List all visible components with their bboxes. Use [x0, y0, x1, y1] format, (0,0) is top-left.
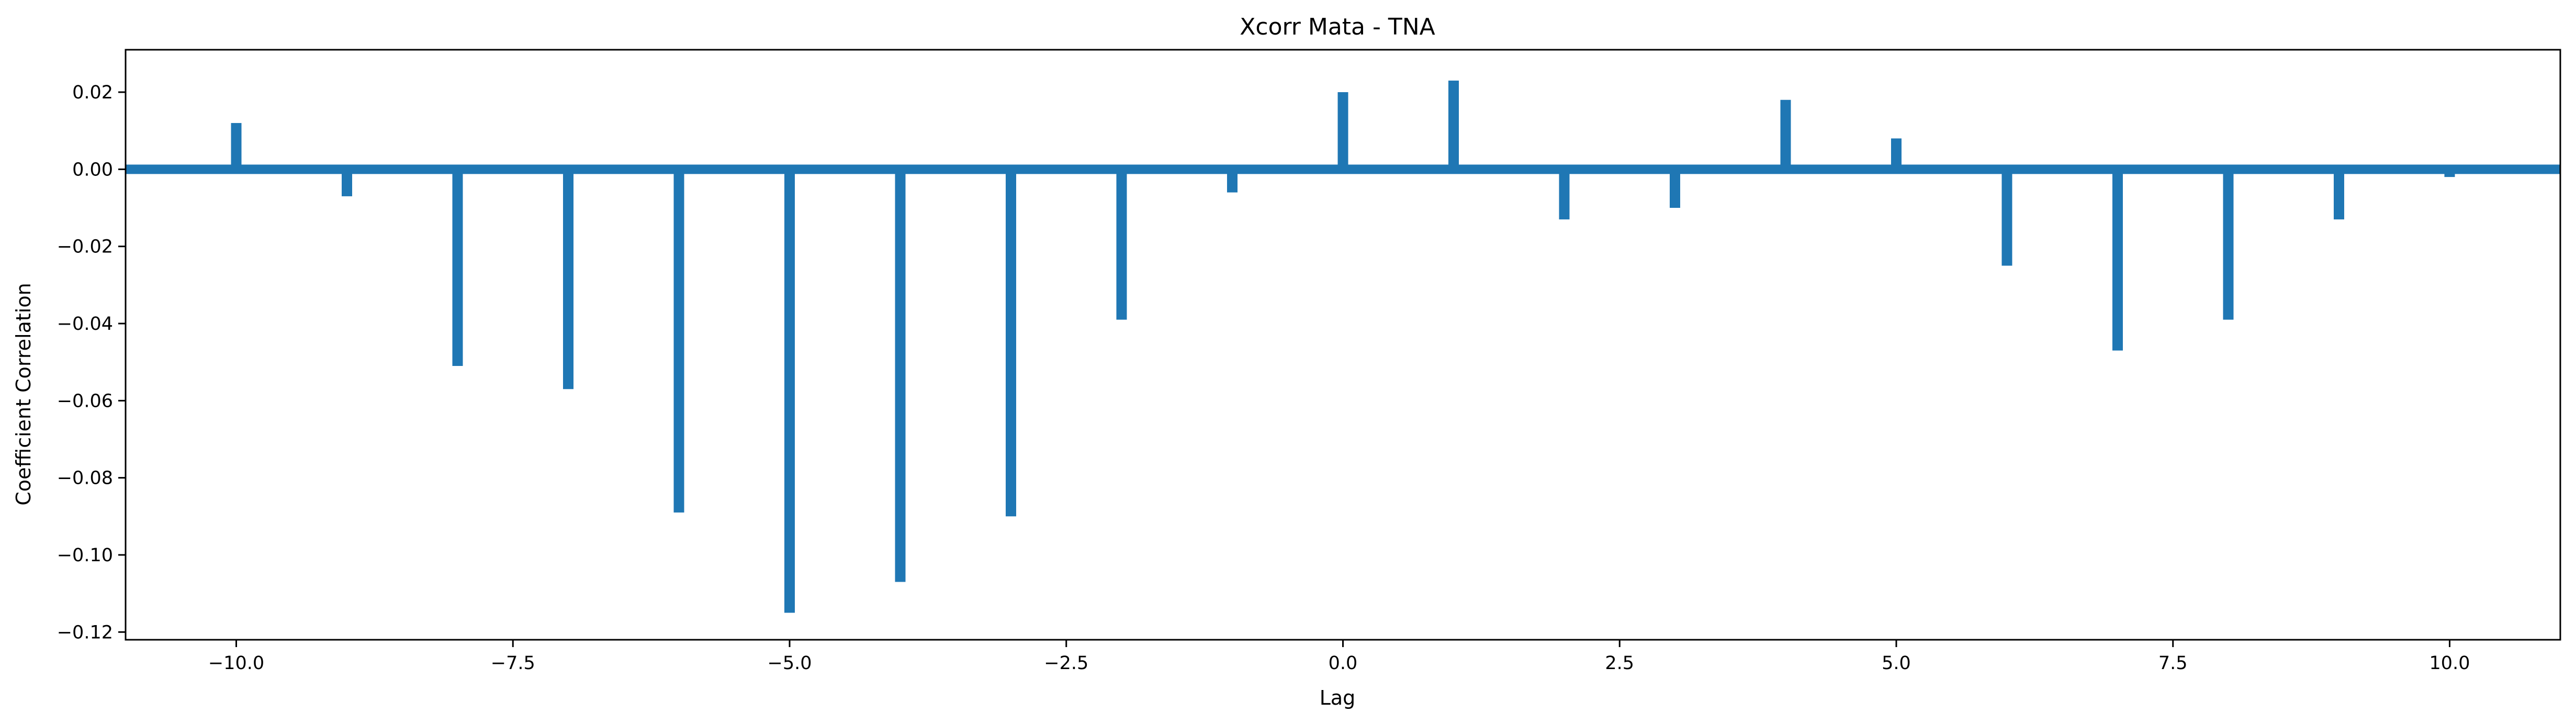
x-tick-label: −2.5 [1044, 653, 1088, 674]
x-tick-label: 2.5 [1605, 653, 1634, 674]
y-tick-label: 0.02 [72, 82, 113, 103]
bar-lag-6 [2001, 169, 2012, 266]
x-ticks-group: −10.0 −7.5 −5.0 −2.5 0.0 2.5 5.0 7.5 10.0 [208, 640, 2470, 674]
bar-lag--5 [784, 169, 795, 613]
y-tick-label: −0.10 [57, 545, 113, 566]
bar-lag-5 [1891, 138, 1902, 170]
bar-lag-3 [1670, 169, 1680, 208]
x-axis-label: Lag [1320, 686, 1356, 709]
x-tick-label: 0.0 [1329, 653, 1358, 674]
plot-frame [125, 49, 2561, 641]
bar-lag--6 [673, 169, 684, 513]
bar-lag-1 [1448, 80, 1459, 170]
bar-lag--7 [563, 169, 573, 390]
bar-lag--9 [342, 169, 352, 196]
x-tick-label: −10.0 [208, 653, 264, 674]
x-tick-label: −7.5 [491, 653, 535, 674]
bar-lag--3 [1006, 169, 1016, 517]
bar-lag-9 [2334, 169, 2344, 220]
y-ticks-group: 0.02 0.00 −0.02 −0.04 −0.06 −0.08 −0.10 −0.12 [57, 82, 126, 643]
bar-lag-2 [1559, 169, 1570, 220]
bar-lag--1 [1227, 169, 1238, 193]
y-tick-label: −0.12 [57, 622, 113, 643]
bars-group [231, 80, 2455, 613]
bar-lag--4 [895, 169, 906, 582]
x-tick-label: −5.0 [768, 653, 812, 674]
x-tick-label: 5.0 [1882, 653, 1911, 674]
y-tick-label: −0.02 [57, 237, 113, 258]
bar-lag--10 [231, 123, 242, 170]
y-axis-label: Coefficient Correlation [12, 283, 35, 505]
bar-lag-4 [1780, 99, 1791, 170]
bar-lag--2 [1116, 169, 1127, 320]
x-tick-label: 7.5 [2158, 653, 2188, 674]
y-tick-label: −0.08 [57, 468, 113, 489]
bar-lag-8 [2223, 169, 2234, 320]
y-tick-label: −0.04 [57, 314, 113, 335]
x-tick-label: 10.0 [2429, 653, 2470, 674]
y-tick-label: −0.06 [57, 391, 113, 411]
chart-title: Xcorr Mata - TNA [1240, 14, 1435, 40]
y-tick-label: 0.00 [72, 159, 113, 180]
bar-lag--8 [452, 169, 463, 366]
bar-lag-7 [2112, 169, 2123, 351]
bar-lag-0 [1337, 92, 1348, 170]
